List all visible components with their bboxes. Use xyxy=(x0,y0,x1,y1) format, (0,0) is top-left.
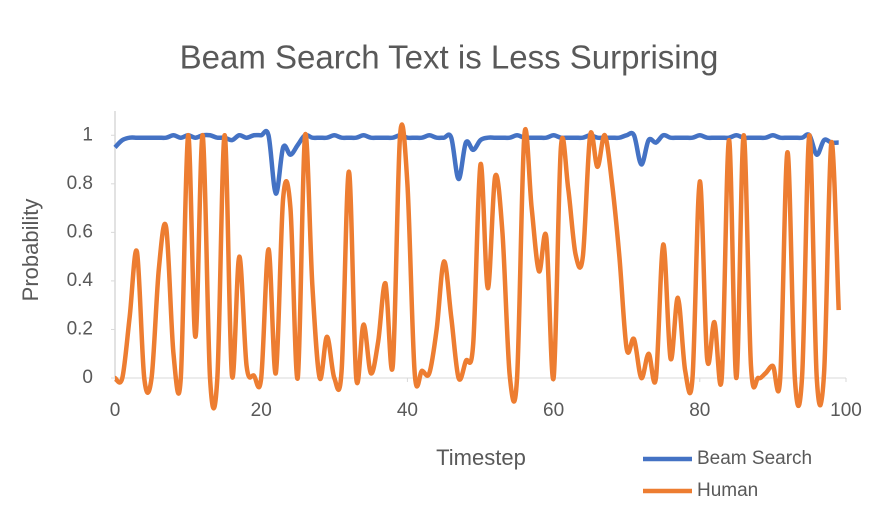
series-line xyxy=(113,122,841,411)
legend-label: Beam Search xyxy=(697,448,812,469)
x-tick-label: 60 xyxy=(543,400,564,421)
x-tick-label: 20 xyxy=(251,400,272,421)
y-tick-label: 0 xyxy=(82,367,93,388)
x-tick-label: 80 xyxy=(689,400,710,421)
series-line xyxy=(113,128,839,196)
y-tick-label: 0.6 xyxy=(67,221,93,242)
y-tick-label: 0.2 xyxy=(67,318,93,339)
x-axis-label: Timestep xyxy=(436,445,526,470)
y-tick-label: 0.8 xyxy=(67,173,93,194)
y-tick-label: 1 xyxy=(82,124,93,145)
legend-label: Human xyxy=(697,480,758,501)
y-axis-label: Probability xyxy=(18,199,43,302)
x-tick-label: 0 xyxy=(110,400,121,421)
x-tick-label: 100 xyxy=(830,400,862,421)
chart-title: Beam Search Text is Less Surprising xyxy=(180,39,719,76)
y-tick-label: 0.4 xyxy=(67,270,94,291)
x-tick-label: 40 xyxy=(397,400,418,421)
